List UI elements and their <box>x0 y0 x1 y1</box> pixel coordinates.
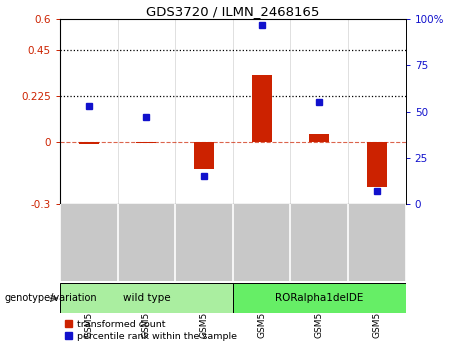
Bar <box>194 142 214 169</box>
Bar <box>79 142 99 144</box>
Bar <box>309 134 329 142</box>
Text: genotype/variation: genotype/variation <box>5 293 97 303</box>
Bar <box>136 142 156 143</box>
Bar <box>367 142 387 187</box>
Text: wild type: wild type <box>123 293 170 303</box>
Bar <box>233 283 406 313</box>
Legend: transformed count, percentile rank within the sample: transformed count, percentile rank withi… <box>65 320 237 341</box>
Text: RORalpha1delDE: RORalpha1delDE <box>275 293 363 303</box>
Title: GDS3720 / ILMN_2468165: GDS3720 / ILMN_2468165 <box>146 5 319 18</box>
Bar <box>60 283 233 313</box>
Bar <box>252 75 272 142</box>
